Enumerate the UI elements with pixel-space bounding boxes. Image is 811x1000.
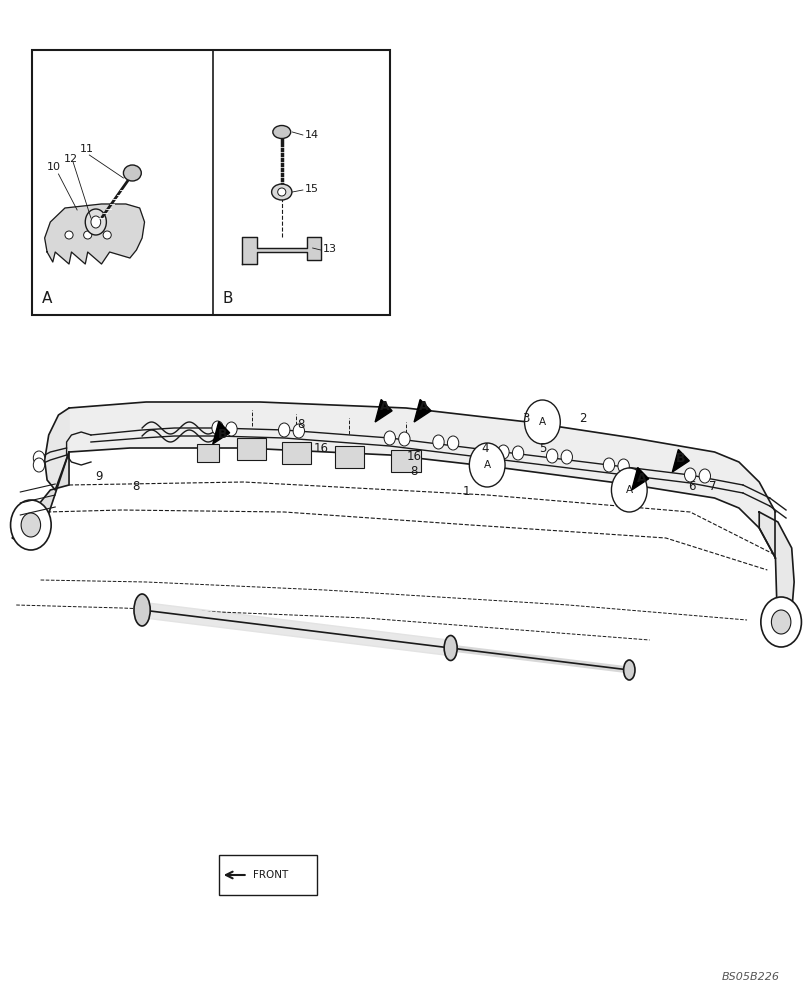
Circle shape xyxy=(469,443,504,487)
Text: A: A xyxy=(636,472,646,485)
Text: B: B xyxy=(675,452,684,465)
Text: A: A xyxy=(539,417,545,427)
Bar xyxy=(237,438,266,460)
Circle shape xyxy=(546,449,557,463)
Circle shape xyxy=(447,436,458,450)
Text: 8: 8 xyxy=(410,465,418,478)
Polygon shape xyxy=(45,408,69,490)
Ellipse shape xyxy=(272,125,290,138)
Text: 8: 8 xyxy=(132,480,140,493)
Circle shape xyxy=(603,458,614,472)
Circle shape xyxy=(384,431,395,445)
Circle shape xyxy=(698,469,710,483)
Ellipse shape xyxy=(103,231,111,239)
Circle shape xyxy=(225,422,237,436)
Circle shape xyxy=(617,459,629,473)
Circle shape xyxy=(512,446,523,460)
Ellipse shape xyxy=(134,594,150,626)
Circle shape xyxy=(560,450,572,464)
Text: 16: 16 xyxy=(313,442,328,455)
Text: 3: 3 xyxy=(521,412,530,425)
Ellipse shape xyxy=(444,636,457,660)
Polygon shape xyxy=(69,402,775,558)
Bar xyxy=(391,450,420,472)
Text: A: A xyxy=(42,291,53,306)
Text: A: A xyxy=(625,485,632,495)
Ellipse shape xyxy=(123,165,141,181)
Circle shape xyxy=(770,610,790,634)
Circle shape xyxy=(684,468,695,482)
Text: 15: 15 xyxy=(304,184,318,194)
Circle shape xyxy=(760,597,800,647)
Circle shape xyxy=(33,458,45,472)
Polygon shape xyxy=(242,237,320,264)
Text: 7: 7 xyxy=(708,480,716,493)
Text: 2: 2 xyxy=(578,412,586,425)
Circle shape xyxy=(497,445,508,459)
Bar xyxy=(334,446,363,468)
Circle shape xyxy=(33,451,45,465)
Circle shape xyxy=(398,432,410,446)
Polygon shape xyxy=(45,204,144,264)
Polygon shape xyxy=(12,452,69,540)
Polygon shape xyxy=(672,449,689,472)
Circle shape xyxy=(432,435,444,449)
Ellipse shape xyxy=(84,231,92,239)
Text: 13: 13 xyxy=(322,244,336,254)
Circle shape xyxy=(278,423,290,437)
FancyBboxPatch shape xyxy=(219,855,316,895)
Text: 16: 16 xyxy=(406,450,421,463)
Text: A: A xyxy=(483,460,490,470)
Text: B: B xyxy=(217,428,227,441)
Ellipse shape xyxy=(623,660,634,680)
Ellipse shape xyxy=(271,184,291,200)
Text: BS05B226: BS05B226 xyxy=(721,972,779,982)
Text: FRONT: FRONT xyxy=(253,870,288,880)
Text: 10: 10 xyxy=(47,162,61,172)
Text: 4: 4 xyxy=(481,442,489,455)
Text: 9: 9 xyxy=(95,470,103,483)
Text: A: A xyxy=(418,400,428,413)
Text: 1: 1 xyxy=(462,485,470,498)
Polygon shape xyxy=(212,421,230,444)
Circle shape xyxy=(212,421,223,435)
Text: 12: 12 xyxy=(63,154,77,164)
Ellipse shape xyxy=(277,188,285,196)
Text: 11: 11 xyxy=(79,144,93,154)
Polygon shape xyxy=(631,467,648,490)
Circle shape xyxy=(524,400,560,444)
Circle shape xyxy=(85,209,106,235)
Circle shape xyxy=(11,500,51,550)
Text: 5: 5 xyxy=(538,442,546,455)
Ellipse shape xyxy=(65,231,73,239)
Bar xyxy=(196,444,219,462)
Text: A: A xyxy=(380,400,389,413)
Text: B: B xyxy=(222,291,233,306)
Circle shape xyxy=(91,216,101,228)
Polygon shape xyxy=(375,399,392,422)
Text: 6: 6 xyxy=(687,480,695,493)
Bar xyxy=(32,50,389,315)
Circle shape xyxy=(611,468,646,512)
Polygon shape xyxy=(758,512,793,638)
Circle shape xyxy=(293,424,304,438)
Bar xyxy=(281,442,311,464)
Circle shape xyxy=(21,513,41,537)
Polygon shape xyxy=(414,399,431,422)
Text: 14: 14 xyxy=(304,130,318,140)
Text: 8: 8 xyxy=(296,418,304,431)
